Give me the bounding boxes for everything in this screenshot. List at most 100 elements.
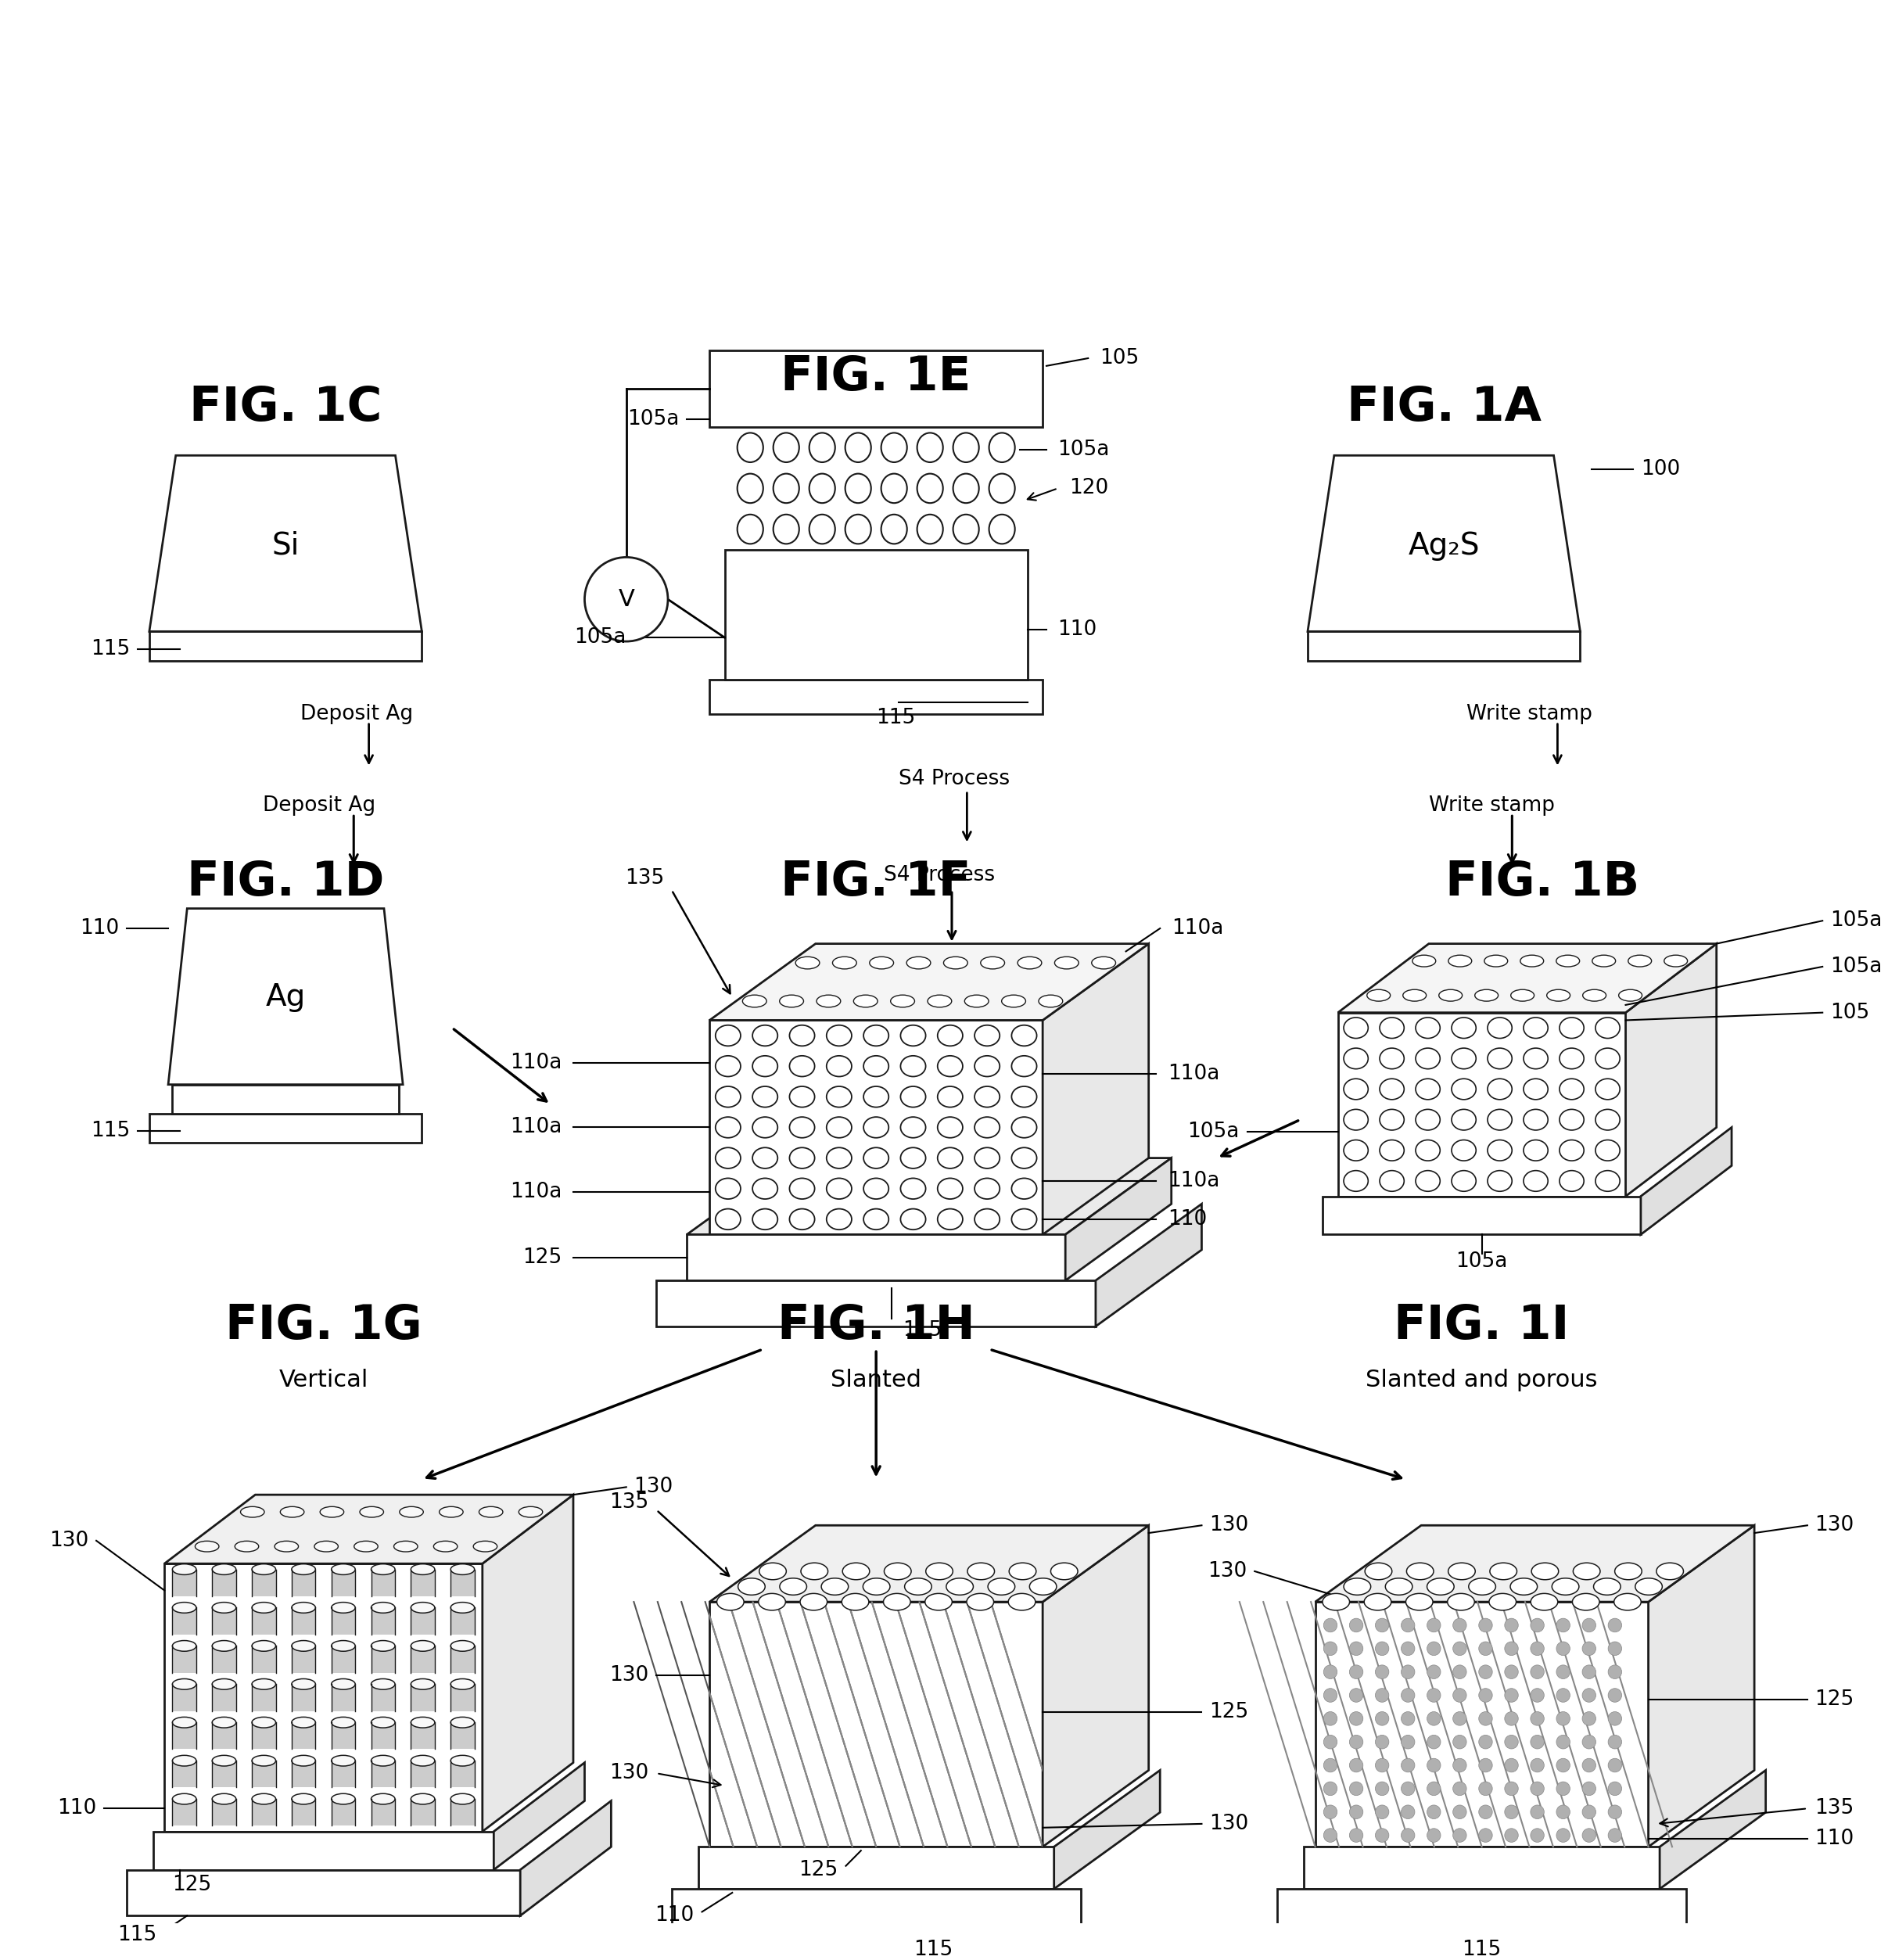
Ellipse shape — [1350, 1782, 1363, 1795]
Ellipse shape — [451, 1793, 474, 1805]
Bar — [710, 680, 1042, 713]
Text: 110a: 110a — [1171, 917, 1223, 939]
Text: 105: 105 — [1829, 1002, 1869, 1023]
Text: 130: 130 — [610, 1764, 649, 1784]
Ellipse shape — [827, 1117, 851, 1139]
Ellipse shape — [1401, 1829, 1414, 1842]
Polygon shape — [1626, 943, 1716, 1196]
Ellipse shape — [742, 996, 767, 1007]
Text: 125: 125 — [1814, 1690, 1854, 1709]
Bar — [251, 1684, 276, 1711]
Ellipse shape — [1595, 1141, 1620, 1160]
Polygon shape — [521, 1801, 612, 1915]
Ellipse shape — [1505, 1711, 1518, 1725]
Ellipse shape — [789, 1209, 814, 1229]
Ellipse shape — [1490, 1562, 1516, 1580]
Bar — [291, 1799, 315, 1827]
Ellipse shape — [827, 1209, 851, 1229]
Ellipse shape — [211, 1564, 236, 1574]
Ellipse shape — [1614, 1593, 1641, 1611]
Text: 125: 125 — [799, 1860, 838, 1880]
Ellipse shape — [938, 1149, 963, 1168]
Text: S4 Process: S4 Process — [899, 768, 1010, 790]
Bar — [153, 1831, 495, 1870]
Ellipse shape — [1407, 1593, 1433, 1611]
Ellipse shape — [332, 1756, 355, 1766]
Polygon shape — [1648, 1525, 1754, 1846]
Ellipse shape — [1323, 1829, 1337, 1842]
Ellipse shape — [1439, 990, 1461, 1002]
Ellipse shape — [953, 433, 980, 463]
Ellipse shape — [1609, 1735, 1622, 1748]
Ellipse shape — [1609, 1711, 1622, 1725]
Ellipse shape — [810, 433, 834, 463]
Ellipse shape — [1609, 1829, 1622, 1842]
Ellipse shape — [974, 1117, 1001, 1139]
Ellipse shape — [480, 1507, 502, 1517]
Text: 110: 110 — [1814, 1829, 1854, 1850]
Ellipse shape — [816, 996, 840, 1007]
Bar — [1278, 1889, 1686, 1938]
Ellipse shape — [1556, 1666, 1571, 1680]
Bar — [251, 1799, 276, 1827]
Ellipse shape — [901, 1117, 925, 1139]
Ellipse shape — [1427, 1829, 1441, 1842]
Ellipse shape — [1055, 956, 1078, 968]
Ellipse shape — [1559, 1017, 1584, 1039]
Ellipse shape — [1401, 1805, 1414, 1819]
Bar — [291, 1570, 315, 1595]
Ellipse shape — [1427, 1578, 1454, 1595]
Ellipse shape — [1556, 1805, 1571, 1819]
Ellipse shape — [1609, 1758, 1622, 1772]
Ellipse shape — [372, 1793, 395, 1805]
Ellipse shape — [974, 1209, 1001, 1229]
Ellipse shape — [1412, 955, 1435, 966]
Ellipse shape — [1365, 1562, 1391, 1580]
Bar — [211, 1570, 236, 1595]
Ellipse shape — [1452, 1078, 1476, 1100]
Ellipse shape — [884, 1593, 910, 1611]
Polygon shape — [710, 943, 1148, 1021]
Bar — [1316, 1601, 1648, 1846]
Ellipse shape — [1350, 1666, 1363, 1680]
Ellipse shape — [1609, 1688, 1622, 1701]
Bar — [172, 1607, 196, 1635]
Text: FIG. 1D: FIG. 1D — [187, 858, 385, 906]
Bar — [172, 1723, 196, 1748]
Ellipse shape — [1344, 1170, 1369, 1192]
Ellipse shape — [1595, 1170, 1620, 1192]
Bar — [172, 1646, 196, 1672]
Bar — [412, 1646, 434, 1672]
Ellipse shape — [474, 1541, 497, 1552]
Bar — [372, 1684, 395, 1711]
Bar — [172, 1799, 196, 1827]
Ellipse shape — [1403, 990, 1425, 1002]
Ellipse shape — [927, 996, 952, 1007]
Ellipse shape — [291, 1756, 315, 1766]
Ellipse shape — [1427, 1805, 1441, 1819]
Ellipse shape — [234, 1541, 259, 1552]
Ellipse shape — [1663, 955, 1688, 966]
Text: 135: 135 — [625, 868, 665, 888]
Ellipse shape — [1416, 1109, 1441, 1131]
Ellipse shape — [1559, 1049, 1584, 1068]
Ellipse shape — [774, 474, 799, 504]
Text: 110: 110 — [1057, 619, 1097, 641]
Ellipse shape — [1012, 1178, 1037, 1200]
Ellipse shape — [274, 1541, 298, 1552]
Ellipse shape — [716, 1209, 740, 1229]
Ellipse shape — [395, 1541, 417, 1552]
Ellipse shape — [1401, 1735, 1414, 1748]
Ellipse shape — [1488, 1141, 1512, 1160]
Polygon shape — [168, 909, 402, 1084]
Ellipse shape — [953, 474, 980, 504]
Ellipse shape — [1380, 1141, 1405, 1160]
Ellipse shape — [891, 996, 914, 1007]
Ellipse shape — [863, 1578, 889, 1595]
Text: Si: Si — [272, 531, 300, 561]
Bar — [332, 1684, 355, 1711]
Ellipse shape — [974, 1086, 1001, 1107]
Ellipse shape — [372, 1641, 395, 1650]
Text: FIG. 1H: FIG. 1H — [778, 1303, 974, 1348]
Ellipse shape — [774, 514, 799, 543]
